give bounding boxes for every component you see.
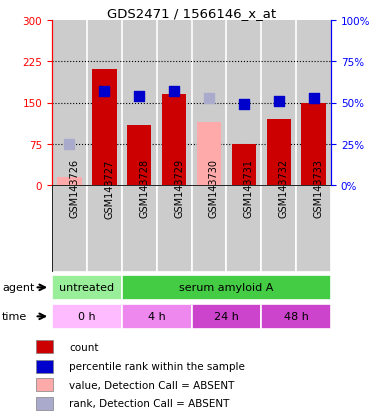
Bar bbox=[197, 123, 221, 186]
Bar bbox=[301, 103, 326, 186]
Bar bbox=[266, 120, 291, 186]
Bar bbox=[261, 186, 296, 273]
Bar bbox=[122, 186, 157, 273]
Text: rank, Detection Call = ABSENT: rank, Detection Call = ABSENT bbox=[69, 399, 229, 408]
Bar bbox=[87, 186, 122, 273]
Bar bbox=[36, 340, 53, 354]
Bar bbox=[162, 95, 186, 186]
Text: 4 h: 4 h bbox=[148, 311, 166, 322]
Text: count: count bbox=[69, 342, 99, 352]
Bar bbox=[157, 186, 192, 273]
Text: untreated: untreated bbox=[59, 282, 114, 293]
Bar bbox=[296, 186, 331, 273]
Point bbox=[276, 98, 282, 105]
Text: time: time bbox=[2, 311, 27, 322]
Bar bbox=[296, 21, 331, 186]
Point bbox=[66, 141, 72, 148]
Text: value, Detection Call = ABSENT: value, Detection Call = ABSENT bbox=[69, 380, 234, 390]
Text: GSM143726: GSM143726 bbox=[69, 159, 79, 218]
Bar bbox=[261, 304, 331, 329]
Text: GSM143728: GSM143728 bbox=[139, 159, 149, 218]
Bar bbox=[226, 21, 261, 186]
Text: GSM143729: GSM143729 bbox=[174, 159, 184, 218]
Point bbox=[206, 95, 212, 102]
Bar bbox=[192, 21, 226, 186]
Bar bbox=[192, 186, 226, 273]
Bar bbox=[92, 70, 117, 186]
Point bbox=[101, 88, 107, 95]
Text: GSM143731: GSM143731 bbox=[244, 159, 254, 218]
Text: percentile rank within the sample: percentile rank within the sample bbox=[69, 361, 245, 371]
Bar bbox=[232, 145, 256, 186]
Bar bbox=[192, 304, 261, 329]
Point bbox=[241, 102, 247, 108]
Bar bbox=[87, 21, 122, 186]
Bar bbox=[36, 378, 53, 391]
Bar bbox=[122, 275, 331, 300]
Bar bbox=[261, 21, 296, 186]
Bar bbox=[127, 125, 151, 186]
Bar bbox=[52, 304, 122, 329]
Bar bbox=[57, 178, 82, 186]
Bar bbox=[122, 21, 157, 186]
Text: serum amyloid A: serum amyloid A bbox=[179, 282, 274, 293]
Text: 48 h: 48 h bbox=[284, 311, 309, 322]
Bar bbox=[226, 186, 261, 273]
Text: 0 h: 0 h bbox=[78, 311, 96, 322]
Text: GSM143732: GSM143732 bbox=[279, 159, 289, 218]
Text: agent: agent bbox=[2, 282, 34, 293]
Text: GSM143733: GSM143733 bbox=[314, 159, 324, 218]
Bar bbox=[52, 21, 87, 186]
Point bbox=[171, 88, 177, 95]
Bar bbox=[36, 397, 53, 410]
Text: GSM143727: GSM143727 bbox=[104, 159, 114, 218]
Point bbox=[136, 93, 142, 100]
Bar bbox=[52, 275, 122, 300]
Bar bbox=[122, 304, 192, 329]
Bar bbox=[157, 21, 192, 186]
Text: GSM143730: GSM143730 bbox=[209, 159, 219, 218]
Title: GDS2471 / 1566146_x_at: GDS2471 / 1566146_x_at bbox=[107, 7, 276, 19]
Bar bbox=[36, 360, 53, 373]
Text: 24 h: 24 h bbox=[214, 311, 239, 322]
Point bbox=[311, 95, 317, 102]
Bar bbox=[52, 186, 87, 273]
